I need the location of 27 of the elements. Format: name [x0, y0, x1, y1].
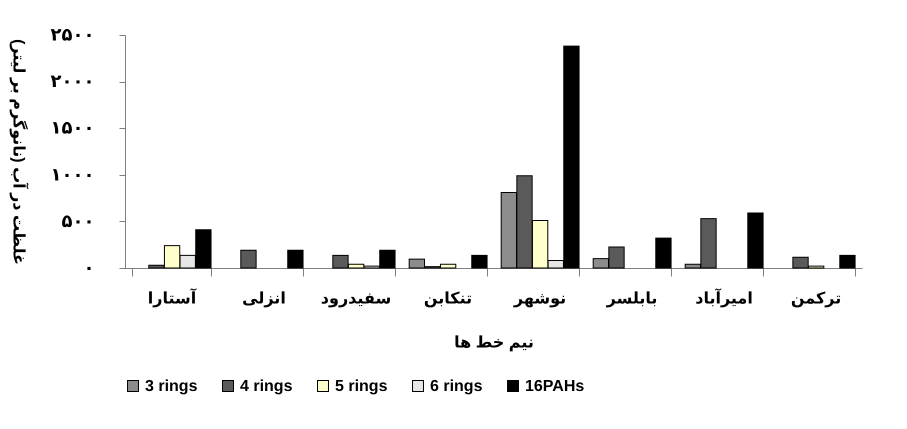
y-tick-label: ۰ [84, 258, 94, 278]
legend-label: 5 rings [335, 378, 388, 395]
x-tick-label: نوشهر [512, 290, 566, 308]
x-tick-label: امیرآباد [695, 288, 753, 308]
x-tick-label: بابلسر [606, 290, 658, 308]
legend-label: 4 rings [240, 378, 293, 395]
y-tick-label: ۲۵۰۰ [50, 24, 94, 46]
y-tick-label: ۵۰۰ [62, 210, 94, 232]
legend-label: 16PAHs [525, 378, 584, 395]
x-tick-label: سفیدرود [320, 290, 392, 308]
x-axis-title: نیم خط ها [454, 334, 534, 352]
bar [839, 254, 856, 268]
bar [240, 250, 257, 268]
bar [471, 254, 488, 268]
x-tick-label: آستارا [148, 288, 197, 308]
y-axis-title: غلظت در آب (نانوگرم بر لیتر) [10, 39, 30, 265]
y-tick-label: ۲۰۰۰ [50, 71, 94, 92]
bar [655, 238, 672, 268]
bar [287, 250, 304, 268]
y-tick-label: ۱۵۰۰ [50, 118, 94, 139]
legend-label: 6 rings [430, 378, 483, 395]
x-tick-label: انزلی [242, 290, 286, 308]
y-tick-label: ۱۰۰۰ [50, 164, 94, 186]
x-tick-label: ترکمن [790, 290, 842, 308]
x-tick-label: تنکابن [424, 290, 472, 308]
bar [747, 212, 764, 268]
legend-label: 3 rings [145, 378, 198, 395]
